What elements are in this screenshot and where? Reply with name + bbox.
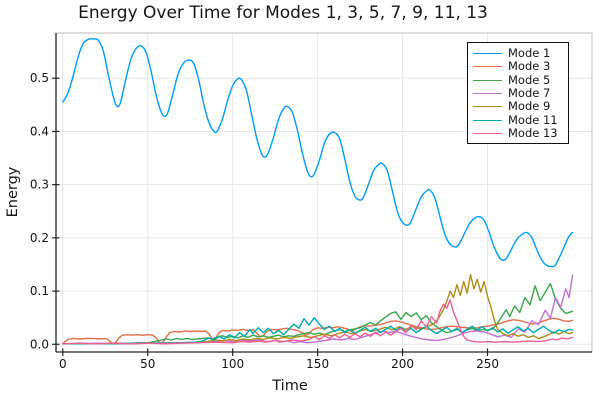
legend: Mode 1 Mode 3 Mode 5 Mode 7 Mode 9 Mode 11 Mod… — [467, 42, 569, 145]
legend-label: Mode 7 — [508, 86, 551, 101]
legend-entry: Mode 5 — [473, 72, 563, 87]
y-tick-label: 0.0 — [30, 337, 49, 351]
y-tick-label: 0.5 — [30, 71, 49, 85]
legend-line-sample — [473, 119, 502, 121]
legend-entry: Mode 1 — [473, 47, 563, 60]
x-tick-label: 0 — [59, 357, 67, 371]
y-tick-label: 0.4 — [30, 124, 49, 138]
legend-line-sample — [473, 106, 502, 108]
legend-entry: Mode 7 — [473, 87, 563, 100]
x-tick-label: 200 — [391, 357, 414, 371]
y-tick-label: 0.1 — [30, 284, 49, 298]
legend-entry: Mode 9 — [473, 100, 563, 113]
legend-label: Mode 9 — [508, 99, 551, 114]
legend-label: Mode 1 — [508, 46, 551, 61]
series-line-mode-5 — [62, 282, 574, 345]
x-tick-label: 50 — [140, 357, 155, 371]
x-tick-label: 150 — [306, 357, 329, 371]
legend-label: Mode 5 — [508, 72, 551, 87]
legend-line-sample — [473, 79, 502, 81]
y-tick-label: 0.3 — [30, 178, 49, 192]
legend-entry: Mode 13 — [473, 125, 563, 140]
x-tick-label: 100 — [221, 357, 244, 371]
series-line-mode-13 — [62, 299, 574, 345]
y-tick-label: 0.2 — [30, 231, 49, 245]
legend-line-sample — [473, 132, 502, 134]
legend-label: Mode 11 — [508, 112, 558, 127]
series-line-mode-11 — [62, 317, 574, 345]
y-axis-label: Energy — [5, 166, 21, 218]
series-line-mode-1 — [62, 38, 574, 268]
legend-entry: Mode 11 — [473, 113, 563, 126]
chart-title: Energy Over Time for Modes 1, 3, 5, 7, 9… — [78, 3, 488, 23]
legend-entry: Mode 3 — [473, 60, 563, 73]
legend-line-sample — [473, 66, 502, 68]
legend-line-sample — [473, 53, 502, 55]
x-tick-label: 250 — [476, 357, 499, 371]
x-axis-label: Time — [272, 378, 308, 394]
legend-line-sample — [473, 93, 502, 95]
legend-label: Mode 3 — [508, 59, 551, 74]
legend-label: Mode 13 — [508, 125, 558, 140]
